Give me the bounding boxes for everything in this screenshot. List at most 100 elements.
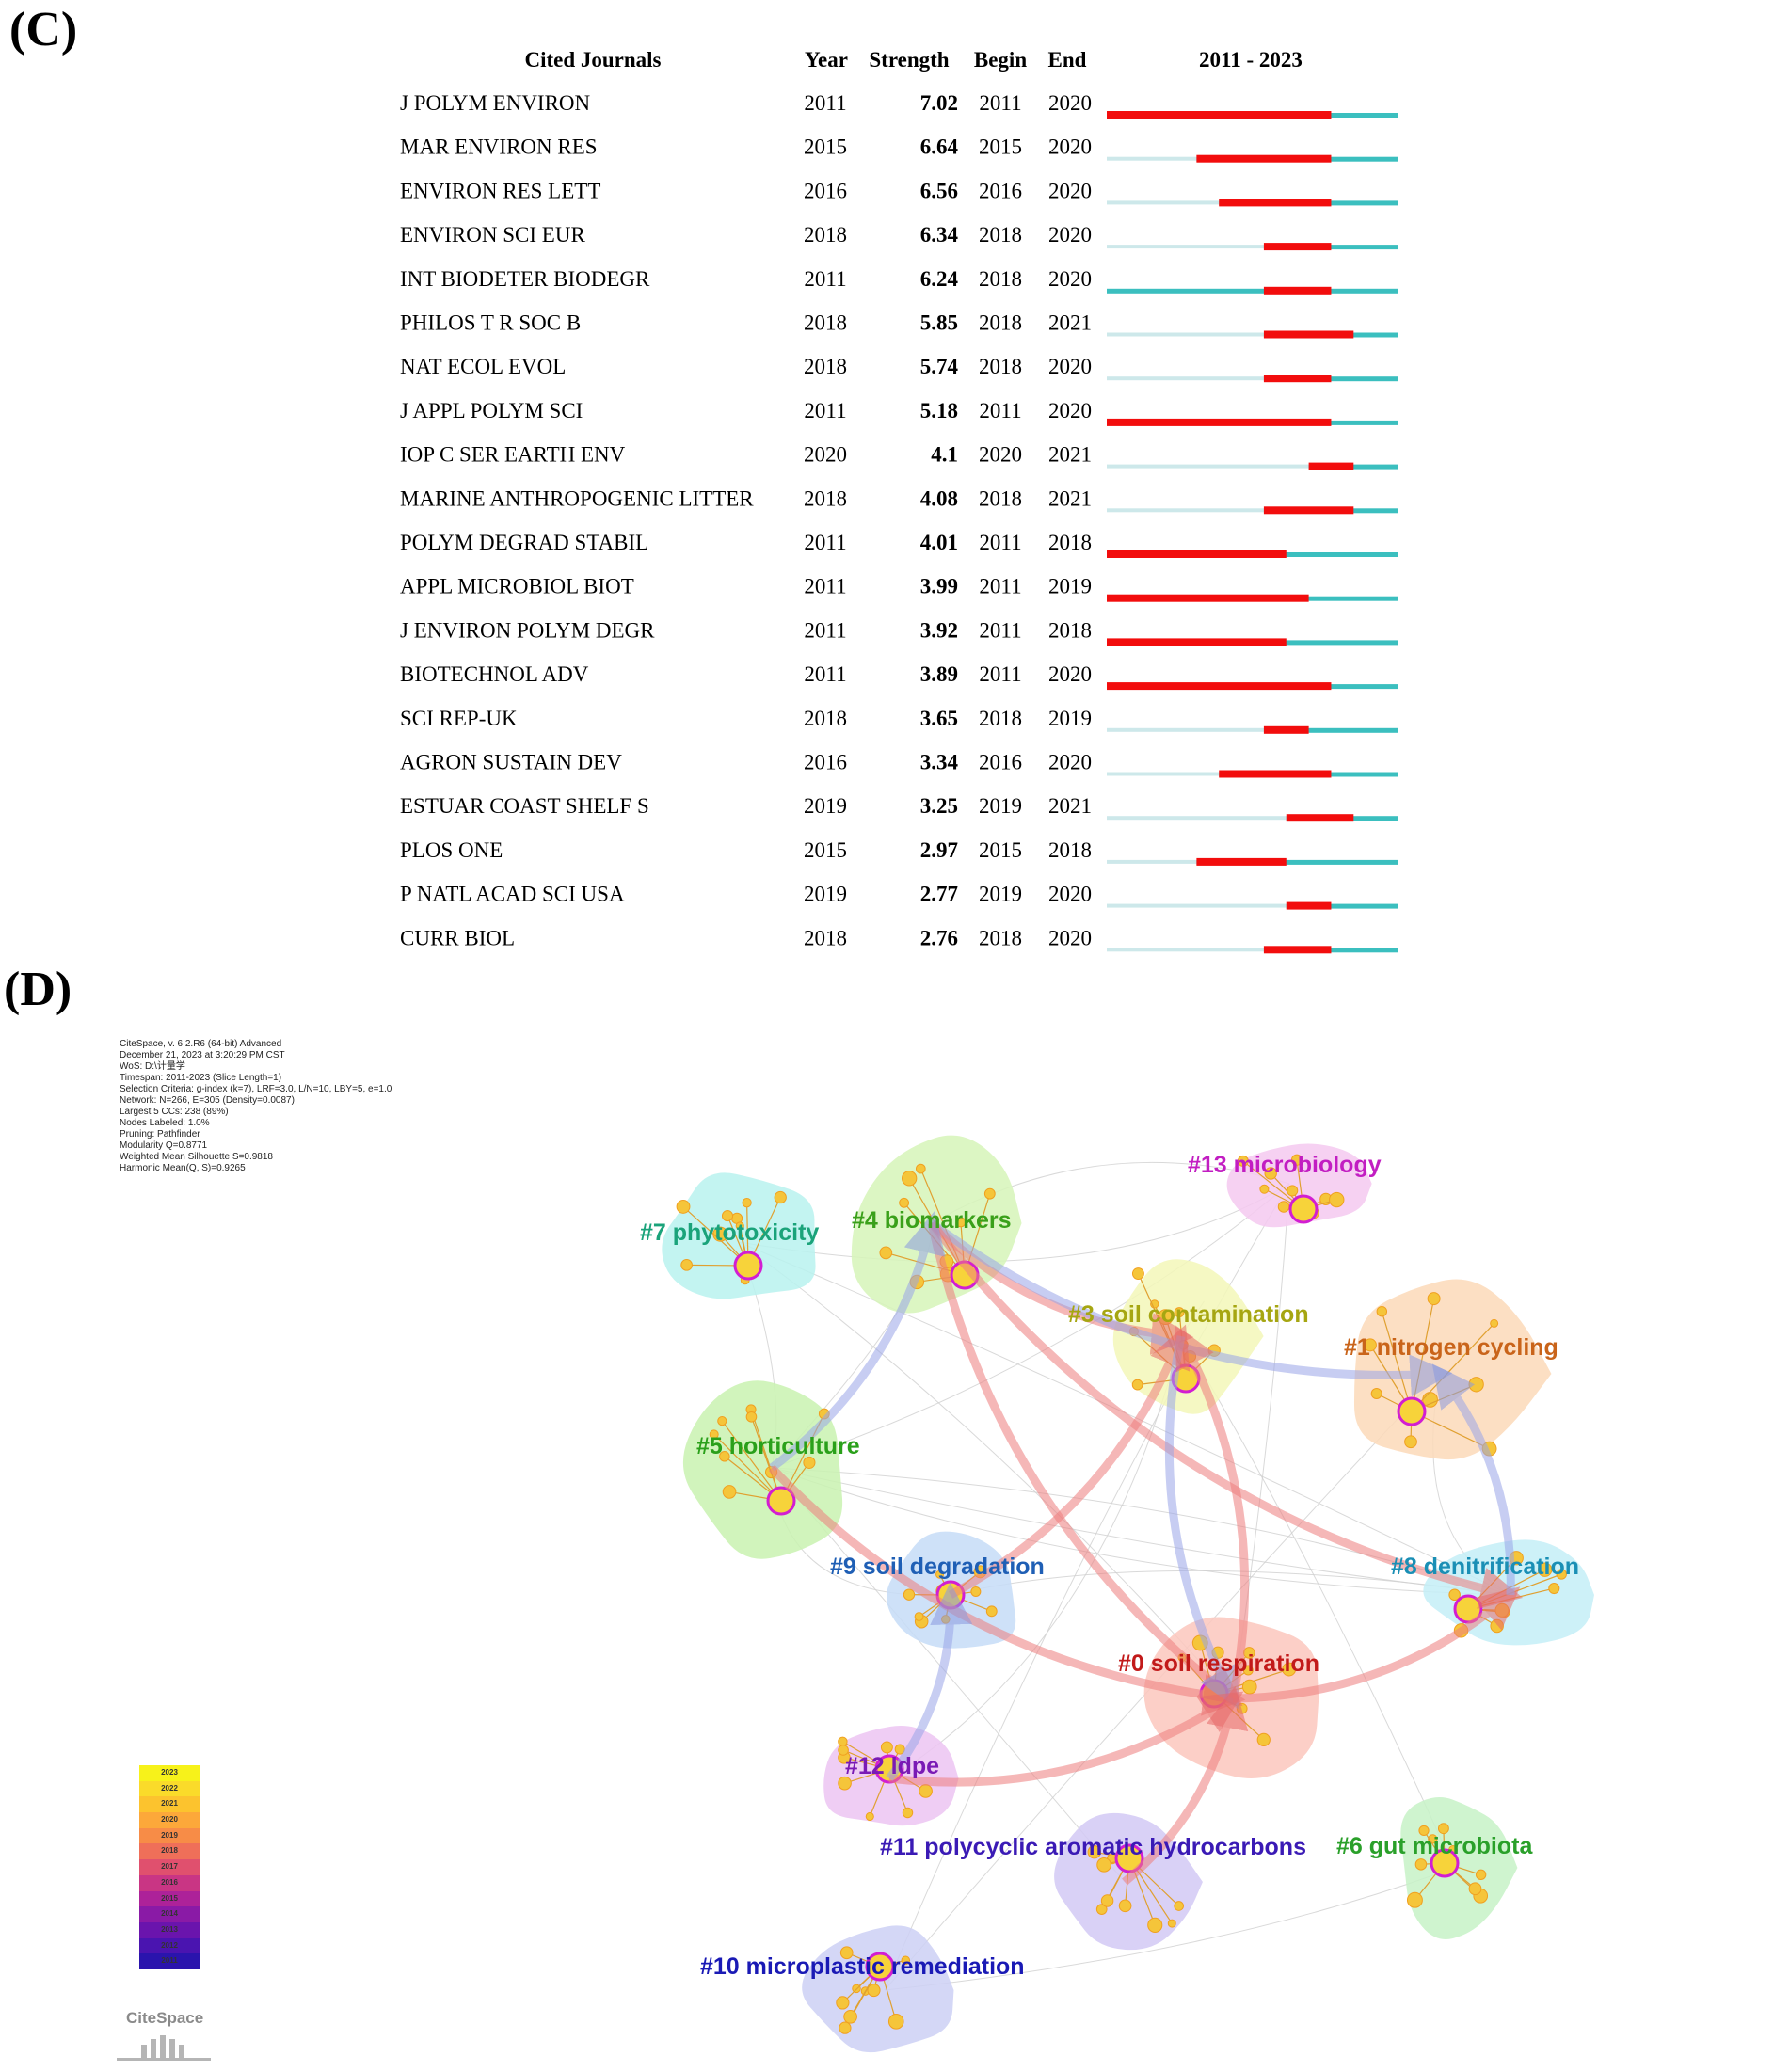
legend-year: 2022 xyxy=(139,1780,200,1797)
inactive-segment xyxy=(1107,903,1287,908)
end-value: 2019 xyxy=(1048,707,1092,730)
burst-segment xyxy=(1263,375,1332,383)
burst-segment xyxy=(1308,462,1354,470)
meta-line: Largest 5 CCs: 238 (89%) xyxy=(120,1107,229,1117)
meta-line: Network: N=266, E=305 (Density=0.0087) xyxy=(120,1095,295,1106)
burst-segment xyxy=(1263,725,1309,734)
begin-value: 2018 xyxy=(979,926,1022,949)
year-color-legend: 2023 2022 2021 2020 2019 2018 2017 2016 2015 2014… xyxy=(139,1765,200,1969)
journal-name: P NATL ACAD SCI USA xyxy=(400,883,625,906)
journal-name: INT BIODETER BIODEGR xyxy=(400,267,650,291)
end-value: 2020 xyxy=(1048,223,1092,247)
keyword-node xyxy=(1241,1679,1257,1695)
strength-value: 2.97 xyxy=(920,838,958,862)
cluster-link xyxy=(886,1582,973,1781)
journal-name: AGRON SUSTAIN DEV xyxy=(400,751,622,774)
keyword-node xyxy=(1548,1582,1560,1595)
begin-value: 2011 xyxy=(979,662,1021,686)
burst-row: J ENVIRON POLYM DEGR 2011 3.92 2011 2018 xyxy=(400,618,1398,646)
keyword-node xyxy=(1174,1901,1184,1911)
cluster-label-c6: #6 gut microbiota xyxy=(1336,1833,1533,1859)
year-value: 2011 xyxy=(804,575,846,598)
end-value: 2018 xyxy=(1048,618,1092,642)
tree-edge xyxy=(713,1433,782,1502)
keyword-node xyxy=(867,1984,881,1998)
year-value: 2019 xyxy=(804,794,847,818)
keyword-node xyxy=(836,1996,850,2010)
strength-value: 3.92 xyxy=(920,618,958,642)
meta-line: CiteSpace, v. 6.2.R6 (64-bit) Advanced xyxy=(120,1039,282,1049)
keyword-node xyxy=(1427,1292,1441,1306)
legend-year: 2018 xyxy=(139,1843,200,1860)
keyword-node xyxy=(1237,1155,1249,1167)
burst-segment xyxy=(1107,111,1332,119)
keyword-node xyxy=(983,1187,996,1200)
strength-value: 3.99 xyxy=(920,575,958,598)
legend-year: 2013 xyxy=(139,1921,200,1938)
keyword-node xyxy=(1370,1388,1382,1399)
tree-edge xyxy=(682,1205,749,1267)
strength-value: 4.1 xyxy=(931,443,958,467)
keyword-node xyxy=(1329,1191,1345,1208)
keyword-node xyxy=(899,1197,910,1208)
journal-name: SCI REP-UK xyxy=(400,707,518,730)
burst-segment xyxy=(1263,946,1332,954)
cluster-label-c3: #3 soil contamination xyxy=(1068,1301,1309,1328)
cluster-label-c8: #8 denitrification xyxy=(1391,1554,1579,1580)
keyword-node xyxy=(887,2014,904,2030)
keyword-node xyxy=(1287,1185,1299,1197)
keyword-node xyxy=(709,1429,719,1440)
keyword-node xyxy=(803,1456,816,1469)
burst-segment xyxy=(1263,286,1332,295)
burst-row: ENVIRON RES LETT 2016 6.56 2016 2020 xyxy=(400,179,1398,207)
tree-edge xyxy=(1381,1311,1413,1412)
cluster-link xyxy=(768,1464,1246,1716)
keyword-node xyxy=(1236,1702,1248,1714)
keyword-node xyxy=(719,1451,730,1462)
keyword-node xyxy=(838,1745,849,1756)
cluster-link xyxy=(928,1220,1524,1609)
burst-segment xyxy=(1107,682,1332,691)
network-metadata: CiteSpace, v. 6.2.R6 (64-bit) Advanced De… xyxy=(120,1039,392,1174)
keyword-node xyxy=(1131,1379,1143,1391)
strength-value: 7.02 xyxy=(920,91,958,115)
burst-segment xyxy=(1263,506,1354,515)
cluster-link xyxy=(1175,1325,1250,1699)
keyword-node xyxy=(1490,1318,1499,1328)
keyword-node xyxy=(1118,1899,1132,1913)
meta-line: WoS: D:\计量学 xyxy=(120,1061,185,1072)
keyword-node xyxy=(915,1163,926,1174)
strength-value: 6.34 xyxy=(920,223,959,247)
keyword-node xyxy=(735,1221,744,1231)
begin-value: 2019 xyxy=(979,794,1022,818)
end-value: 2020 xyxy=(1048,355,1092,378)
burst-row: IOP C SER EARTH ENV 2020 4.1 2020 2021 xyxy=(400,443,1398,470)
burst-row: POLYM DEGRAD STABIL 2011 4.01 2011 2018 xyxy=(400,531,1398,558)
keyword-node xyxy=(680,1259,693,1271)
keyword-node xyxy=(1095,1904,1108,1915)
strength-value: 3.34 xyxy=(920,751,959,774)
cluster-label-c13: #13 microbiology xyxy=(1188,1152,1382,1178)
citespace-logo: CiteSpace xyxy=(113,2007,226,2064)
strength-value: 5.74 xyxy=(920,355,959,378)
year-value: 2018 xyxy=(804,926,847,949)
end-value: 2020 xyxy=(1048,883,1092,906)
journal-name: J ENVIRON POLYM DEGR xyxy=(400,618,655,642)
end-value: 2020 xyxy=(1048,179,1092,202)
cluster-link xyxy=(927,1222,1243,1707)
burst-row: APPL MICROBIOL BIOT 2011 3.99 2011 2019 xyxy=(400,575,1398,602)
cluster-label-c12: #12 ldpe xyxy=(845,1753,939,1779)
year-value: 2011 xyxy=(804,618,846,642)
tree-edge xyxy=(721,1420,782,1502)
active-segment xyxy=(1107,288,1398,294)
cluster-link xyxy=(1232,1586,1521,1703)
active-segment xyxy=(1286,903,1398,909)
burst-segment xyxy=(1107,418,1332,426)
begin-value: 2018 xyxy=(979,707,1022,730)
legend-year: 2015 xyxy=(139,1890,200,1907)
keyword-node xyxy=(1468,1377,1484,1393)
meta-line: Selection Criteria: g-index (k=7), LRF=3… xyxy=(120,1084,392,1094)
end-value: 2018 xyxy=(1048,531,1092,554)
header-cited-journals: Cited Journals xyxy=(524,48,661,72)
